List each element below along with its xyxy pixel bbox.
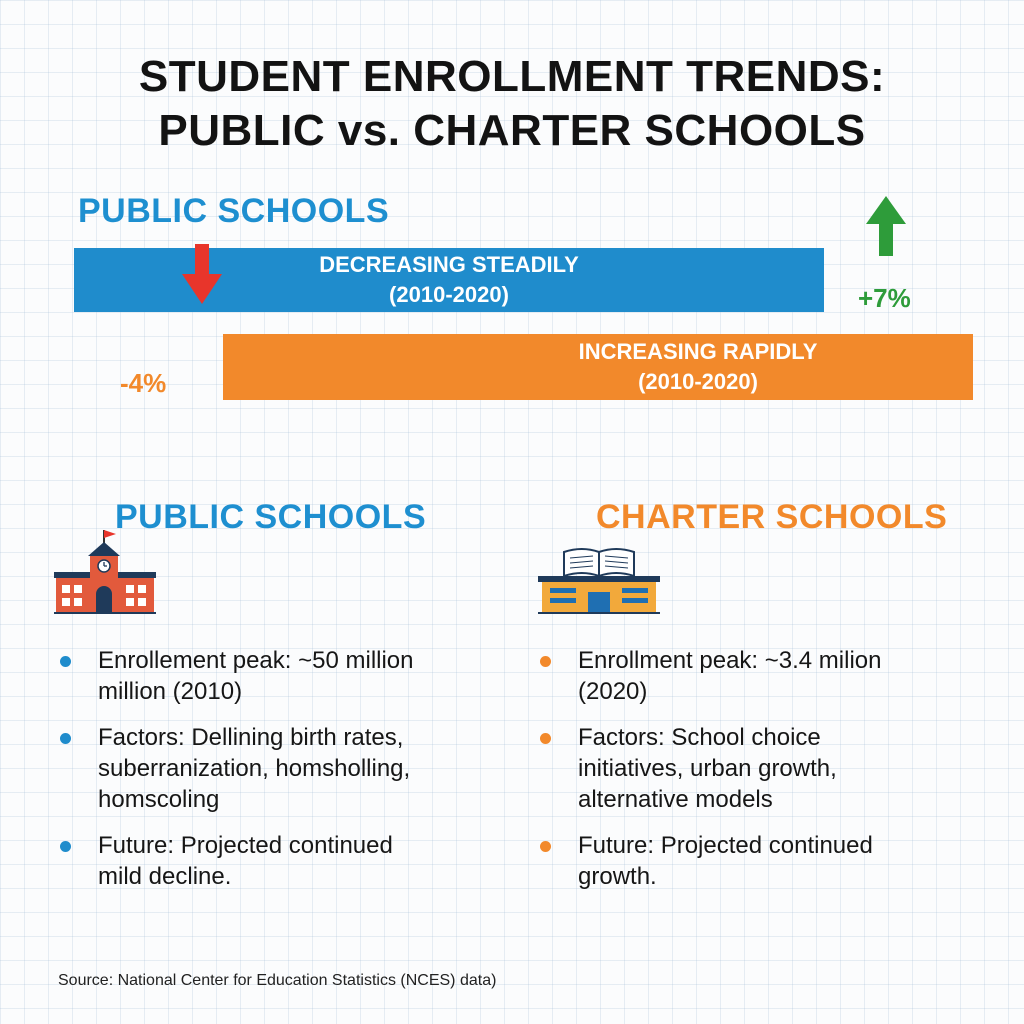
charter-bullet-list: Enrollment peak: ~3.4 milion (2020) Fact… (540, 645, 1000, 907)
bullet-dot (540, 733, 551, 744)
school-building-icon (54, 530, 156, 614)
bullet-line: (2020) (578, 678, 648, 705)
charter-trend-line-1: INCREASING RAPIDLY (578, 339, 818, 364)
list-item: Enrollement peak: ~50 million million (2… (60, 645, 500, 707)
bullet-dot (60, 841, 71, 852)
bullet-dot (540, 841, 551, 852)
bullet-line: mild decline. (98, 863, 232, 890)
bullet-dot (60, 733, 71, 744)
title-line-1: STUDENT ENROLLMENT TRENDS: (138, 52, 886, 101)
bullet-line: alternative models (578, 786, 773, 813)
charter-column-title: CHARTER SCHOOLS (596, 498, 948, 536)
bullet-line: growth. (578, 863, 657, 890)
bullet-line: suberranization, homsholling, (98, 755, 411, 782)
list-item: Enrollment peak: ~3.4 milion (2020) (540, 645, 1000, 707)
bullet-line: Future: Projected continued (98, 832, 393, 859)
charter-change-percent: +7% (858, 283, 911, 313)
public-bullet-list: Enrollement peak: ~50 million million (2… (60, 645, 500, 907)
source-note: Source: National Center for Education St… (58, 972, 497, 989)
bullet-line: initiatives, urban growth, (578, 755, 837, 782)
list-item: Factors: School choice initiatives, urba… (540, 722, 1000, 815)
down-arrow-icon (182, 244, 222, 304)
bullet-line: million (2010) (98, 678, 243, 705)
bullet-line: homscoling (98, 786, 220, 813)
trend-section-label: PUBLIC SCHOOLS (78, 192, 390, 230)
charter-trend-bar: INCREASING RAPIDLY (2010-2020) (223, 334, 973, 400)
up-arrow-icon (866, 196, 906, 256)
public-column-title: PUBLIC SCHOOLS (115, 498, 427, 536)
public-trend-line-1: DECREASING STEADILY (319, 252, 579, 277)
bullet-line: Future: Projected continued (578, 832, 873, 859)
title-line-2: PUBLIC vs. CHARTER SCHOOLS (158, 106, 866, 155)
bullet-line: Enrollment peak: ~3.4 milion (578, 647, 882, 674)
bullet-line: Enrollement peak: ~50 million (98, 647, 414, 674)
public-change-percent: -4% (120, 368, 167, 398)
charter-trend-line-2: (2010-2020) (638, 369, 758, 394)
list-item: Factors: Dellining birth rates, suberran… (60, 722, 500, 815)
list-item: Future: Projected continued mild decline… (60, 830, 500, 892)
bullet-line: Factors: Dellining birth rates, (98, 724, 404, 751)
list-item: Future: Projected continued growth. (540, 830, 1000, 892)
public-trend-line-2: (2010-2020) (389, 282, 509, 307)
page-title: STUDENT ENROLLMENT TRENDS: PUBLIC vs. CH… (0, 50, 1024, 158)
charter-school-icon (538, 548, 660, 614)
bullet-line: Factors: School choice (578, 724, 821, 751)
bullet-dot (60, 656, 71, 667)
bullet-dot (540, 656, 551, 667)
